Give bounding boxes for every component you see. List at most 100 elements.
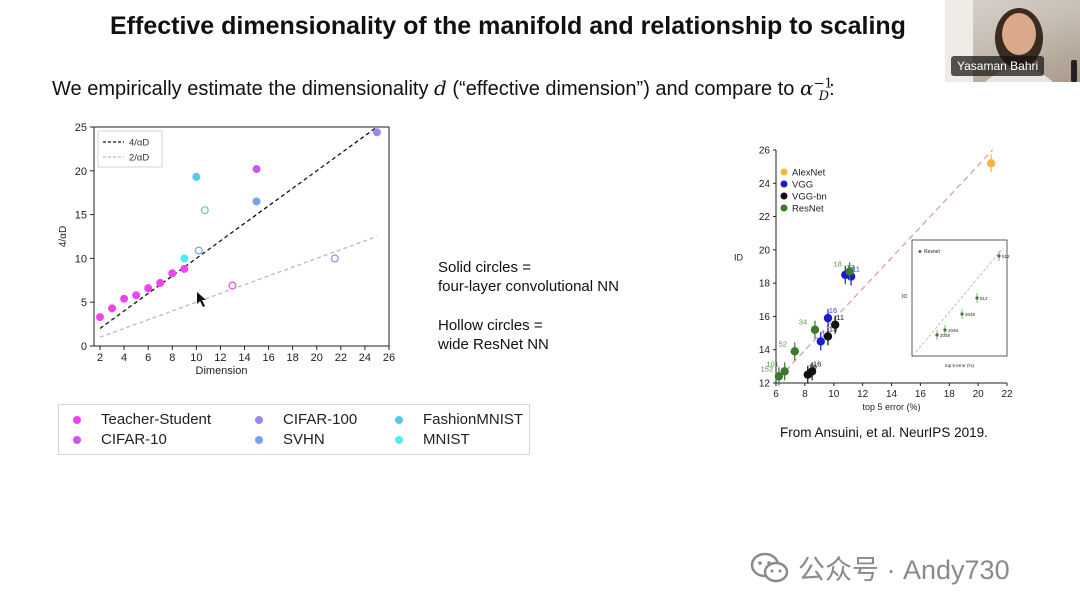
dataset-legend: Teacher-Student CIFAR-10 CIFAR-100 SVHN … (58, 404, 530, 455)
line-legend-box (97, 130, 163, 168)
point-label: 13 (846, 263, 854, 272)
legend-item-fashionmnist: FashionMNIST (395, 411, 523, 428)
inset-fit-line (915, 247, 1004, 353)
legend-label: VGG-bn (792, 192, 827, 203)
data-point (810, 325, 820, 334)
video-panel-scroll-handle[interactable] (1071, 60, 1077, 82)
inset-legend-marker (918, 250, 922, 253)
legend-dot-teacher-student (73, 416, 81, 425)
inset-point-label: 512 (1002, 254, 1010, 259)
legend-item-cifar100: CIFAR-100 (255, 411, 357, 428)
legend-label: ResNet (792, 204, 824, 215)
subtitle-variable-d: d (434, 76, 447, 100)
inset-point (943, 328, 947, 332)
data-point (774, 372, 784, 381)
data-point (816, 337, 825, 346)
data-point (372, 128, 381, 137)
x-tick-label: 18 (944, 389, 956, 400)
point-label: 101 (766, 359, 779, 368)
hollow-circles-note: Hollow circles = wide ResNet NN (438, 316, 549, 354)
data-point (790, 347, 799, 356)
y-tick-label: 18 (759, 279, 771, 290)
y-tick-label: 0 (81, 341, 87, 353)
data-point (252, 165, 261, 174)
data-point (180, 264, 189, 273)
data-point (780, 367, 789, 376)
y-tick-label: 20 (759, 245, 771, 256)
figure-caption: From Ansuini, et al. NeurIPS 2019. (780, 425, 988, 440)
x-tick-label: 26 (383, 352, 395, 364)
y-tick-label: 14 (759, 345, 771, 356)
legend-marker (780, 204, 788, 212)
y-tick-label: 26 (759, 146, 771, 157)
reference-line (99, 235, 378, 338)
inset-x-label: top 5 error (%) (945, 363, 975, 368)
y-tick-label: 20 (75, 166, 87, 178)
legend-item-cifar10: CIFAR-10 (73, 431, 167, 448)
subtitle-alpha: α−1D (800, 76, 833, 104)
inset-point-label: 2048 (965, 312, 976, 317)
x-tick-label: 8 (169, 352, 175, 364)
x-tick-label: 22 (335, 352, 347, 364)
inset-point-label: 512 (980, 296, 988, 301)
legend-item-svhn: SVHN (255, 431, 325, 448)
x-tick-label: 22 (1001, 389, 1013, 400)
inset-legend: Resnet (924, 249, 940, 255)
data-point (807, 367, 817, 376)
inset-point (935, 333, 939, 337)
data-point (192, 172, 201, 181)
legend-marker (780, 168, 788, 176)
subtitle-text-end: : (829, 78, 835, 100)
reference-line (99, 126, 378, 330)
legend-label: FashionMNIST (423, 411, 524, 428)
y-tick-label: 16 (759, 312, 771, 323)
point-label: 11 (836, 313, 844, 322)
inset-point (960, 312, 964, 316)
legend-label: MNIST (423, 431, 470, 448)
x-tick-label: 16 (262, 352, 274, 364)
inset-frame (911, 239, 1008, 357)
x-tick-label: 14 (238, 352, 250, 364)
y-tick-label: 24 (759, 179, 771, 190)
legend-dot-svhn (255, 436, 263, 445)
hollow-circles-line1: Hollow circles = (438, 317, 543, 334)
x-tick-label: 20 (973, 389, 985, 400)
mouse-cursor-icon (197, 292, 206, 307)
solid-circles-line1: Solid circles = (438, 259, 531, 276)
data-point (252, 197, 261, 206)
inset-point-label: 2048 (948, 328, 959, 333)
point-label: 34 (799, 318, 807, 327)
alpha-exponent: −1 (813, 76, 833, 92)
data-point (108, 304, 117, 313)
dimension-scatter-svg: 2 4 6 8 10 12 14 16 18 20 22 24 260510152025Dimensio… (58, 122, 395, 377)
id-vs-error-chart: 6 8 10 12 14 16 18 20 22 12 14 16 18 20 22 24 26 top 5 er… (722, 140, 1022, 420)
data-point (986, 159, 996, 168)
participant-video-thumbnail[interactable]: Yasaman Bahri (945, 0, 1080, 82)
data-point (228, 281, 237, 290)
inset-point-label: 2048 (940, 333, 951, 338)
point-label: 11 (852, 264, 860, 273)
dimension-scatter-chart: 2 4 6 8 10 12 14 16 18 20 22 24 26 0 5 10 15 20 25 Dimensio… (52, 115, 397, 385)
y-tick-label: 25 (75, 122, 87, 134)
subtitle-text-mid: (“effective dimension”) and compare to (446, 78, 800, 100)
x-tick-label: 14 (886, 389, 898, 400)
y-tick-label: 12 (759, 379, 771, 390)
x-tick-label: 24 (359, 352, 371, 364)
y-tick-label: 5 (81, 297, 87, 309)
legend-dot-mnist (395, 436, 403, 445)
data-point (830, 320, 840, 329)
legend-label: AlexNet (792, 168, 826, 179)
data-point (845, 267, 854, 276)
data-point (120, 294, 129, 303)
watermark-text: 公众号 · Andy730 (798, 555, 1010, 585)
data-point (823, 313, 833, 323)
x-tick-label: 2 (97, 352, 103, 364)
legend-item-mnist: MNIST (395, 431, 470, 448)
fit-line (778, 149, 994, 379)
line-legend-label: 4/αD (129, 138, 149, 149)
point-label: 13 (829, 324, 837, 333)
slide-subtitle: We empirically estimate the dimensionali… (52, 76, 835, 104)
data-point (156, 278, 165, 287)
legend-item-teacher-student: Teacher-Student (73, 411, 211, 428)
y-tick-label: 22 (759, 212, 771, 223)
